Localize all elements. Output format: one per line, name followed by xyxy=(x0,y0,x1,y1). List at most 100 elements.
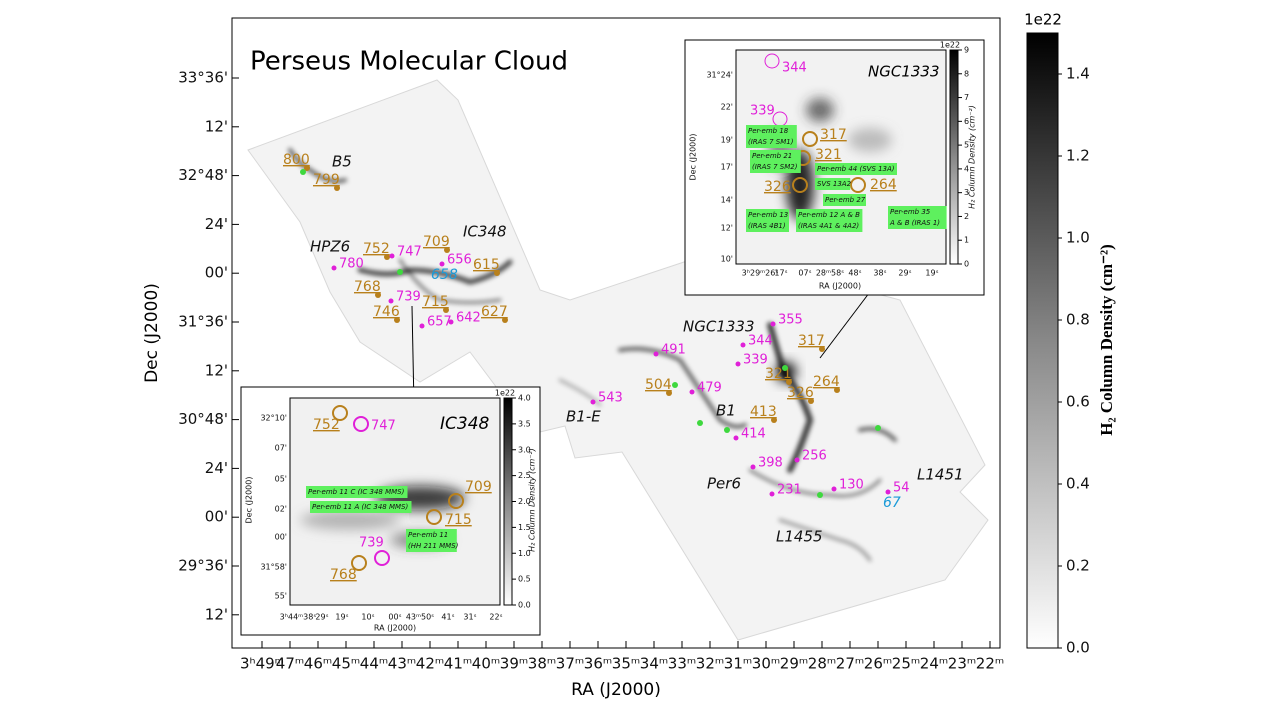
x-axis-label: RA (J2000) xyxy=(571,680,661,700)
source-marker xyxy=(831,486,837,492)
region-label: B5 xyxy=(332,153,352,171)
protostar-label: A & B (IRAS 1) xyxy=(889,219,940,227)
protostar-label: (IRAS 4B1) xyxy=(748,222,786,230)
inset-x-label: RA (J2000) xyxy=(819,282,861,291)
x-tick-label: 44ᵐ xyxy=(360,655,388,673)
inset-circle xyxy=(332,405,348,421)
inset-source-label: 747 xyxy=(371,419,396,434)
protostar-label: (HH 211 MMS) xyxy=(408,542,459,550)
y-tick-label: 31°36' xyxy=(178,313,228,331)
x-tick-label: 39ᵐ xyxy=(500,655,528,673)
colorbar-tick-label: 1.5 xyxy=(518,523,531,532)
source-label: 398 xyxy=(758,456,783,471)
source-marker xyxy=(885,489,891,495)
x-tick-label: 43ᵐ xyxy=(388,655,416,673)
source-marker xyxy=(808,398,814,404)
source-label: 355 xyxy=(778,313,803,328)
y-tick-label: 12' xyxy=(205,361,228,379)
inset-source-label: 715 xyxy=(445,512,472,528)
inset-x-tick-label: 38ˢ xyxy=(873,269,886,278)
colorbar-tick-label: 1.0 xyxy=(518,549,531,558)
inset-source-label: 709 xyxy=(465,479,492,495)
inset-y-tick-label: 12' xyxy=(721,224,733,233)
source-marker xyxy=(304,165,310,171)
protostar-label: SVS 13A2 xyxy=(817,180,852,188)
x-tick-label: 24ᵐ xyxy=(920,655,948,673)
inset-x-tick-label: 10ˢ xyxy=(361,613,374,622)
colorbar-tick-label: 4 xyxy=(964,164,969,173)
colorbar-exponent: 1e22 xyxy=(1024,11,1062,29)
x-tick-label: 26ᵐ xyxy=(864,655,892,673)
source-marker xyxy=(733,435,739,441)
source-marker xyxy=(834,387,840,393)
source-marker xyxy=(419,323,425,329)
y-tick-label: 33°36' xyxy=(178,69,228,87)
inset-x-tick-label: 07ˢ xyxy=(798,269,811,278)
source-marker xyxy=(502,317,508,323)
source-label: 256 xyxy=(802,449,827,464)
source-label: 130 xyxy=(839,478,864,493)
source-label: 768 xyxy=(354,279,381,295)
inset-source-label: 752 xyxy=(313,417,340,433)
source-marker xyxy=(735,361,741,367)
protostar-label: (IRAS 7 SM1) xyxy=(748,138,794,146)
map-title: Perseus Molecular Cloud xyxy=(250,47,568,77)
source-marker xyxy=(769,491,775,497)
source-label: 739 xyxy=(396,290,421,305)
inset-source-label: 339 xyxy=(750,104,775,119)
colorbar xyxy=(1026,32,1059,649)
source-marker xyxy=(590,399,596,405)
core xyxy=(776,362,796,382)
source-label: 642 xyxy=(456,311,481,326)
inset-y-tick-label: 10' xyxy=(721,255,733,264)
source-label: 615 xyxy=(473,257,500,273)
inset-x-tick-label: 48ˢ xyxy=(848,269,861,278)
colorbar-tick-label: 9 xyxy=(964,46,969,55)
source-marker xyxy=(375,292,381,298)
inset-source-label: 326 xyxy=(764,179,791,195)
colorbar-tick-label: 0.4 xyxy=(1066,475,1090,493)
protostar-box xyxy=(306,486,408,498)
inset-y-tick-label: 07' xyxy=(275,444,287,453)
protostar-box xyxy=(888,206,947,229)
source-marker xyxy=(389,253,395,259)
source-label: 231 xyxy=(777,483,802,498)
inset-x-tick-label: 41ˢ xyxy=(441,613,454,622)
inset-x-tick-label: 19ˢ xyxy=(335,613,348,622)
source-label: 746 xyxy=(373,304,400,320)
colorbar-tick-label: 0.6 xyxy=(1066,393,1090,411)
source-label: 317 xyxy=(798,333,825,349)
colorbar-tick-label: 0.5 xyxy=(518,575,531,584)
source-marker xyxy=(794,457,800,463)
y-tick-label: 12' xyxy=(205,117,228,135)
inset-y-tick-label: 02' xyxy=(275,505,287,514)
colorbar-tick-label: 3.0 xyxy=(518,445,531,454)
source-marker xyxy=(653,351,659,357)
source-label: 479 xyxy=(697,381,722,396)
source-marker xyxy=(771,417,777,423)
source-label: 543 xyxy=(598,391,623,406)
region-label: L1455 xyxy=(776,528,823,546)
inset-y-tick-label: 00' xyxy=(275,533,287,542)
protostar-label: Per-emb 12 A & B xyxy=(798,211,860,219)
x-tick-label: 31ᵐ xyxy=(724,655,752,673)
source-label: 800 xyxy=(283,152,310,168)
inset-colorbar-label: H₂ Column Density (cm⁻²) xyxy=(968,105,977,209)
x-tick-label: 23ᵐ xyxy=(948,655,976,673)
protostar-marker xyxy=(697,420,703,426)
colorbar-tick-label: 1.4 xyxy=(1066,65,1090,83)
colorbar-tick-label: 6 xyxy=(964,117,969,126)
colorbar-tick-label: 2.0 xyxy=(518,497,531,506)
colorbar-tick-label: 2 xyxy=(964,212,969,221)
x-tick-label: 3ʰ49ᵐ xyxy=(240,655,284,673)
y-tick-label: 32°48' xyxy=(178,166,228,184)
source-label: 67 xyxy=(883,495,901,511)
protostar-label: (IRAS 4A1 & 4A2) xyxy=(798,222,859,230)
source-label: 413 xyxy=(750,404,777,420)
colorbar-label: H₂ Column Density (cm⁻²) xyxy=(1097,244,1116,436)
source-label: 627 xyxy=(481,304,508,320)
inset-x-tick-label: 28ᵐ58ˢ xyxy=(816,269,844,278)
protostar-marker xyxy=(300,169,306,175)
inset-circle xyxy=(426,509,442,525)
colorbar-tick-label: 8 xyxy=(964,69,969,78)
